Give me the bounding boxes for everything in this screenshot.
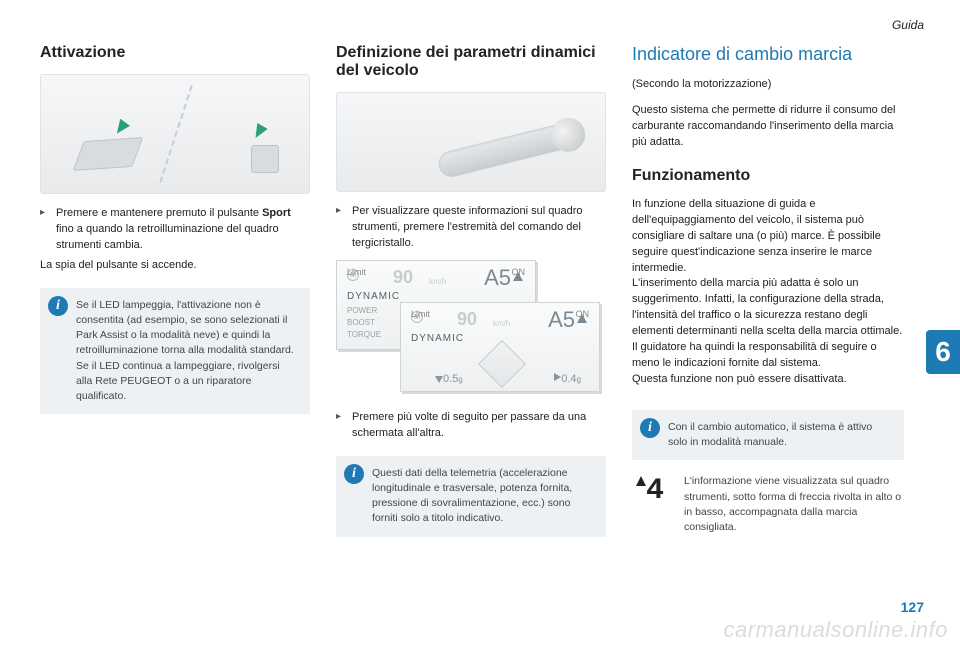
- info-icon: i: [48, 296, 68, 316]
- list-item: Premere e mantenere premuto il pulsante …: [40, 206, 310, 254]
- text: Premere più volte di seguito per passare…: [352, 411, 586, 439]
- sport-button-shape: [73, 137, 144, 171]
- col2-illustration-lever: [336, 92, 606, 192]
- g-num: 0.5: [443, 373, 458, 385]
- gear-indicator-row: 4 L'informazione viene visualizzata sul …: [632, 474, 904, 535]
- text-bold: Sport: [262, 207, 291, 219]
- gear-text: A5: [484, 265, 511, 290]
- limit-label: Limit: [347, 267, 366, 277]
- col3-subtitle: (Secondo la motorizzazione): [632, 77, 904, 93]
- info-callout: i Con il cambio automatico, il sistema è…: [632, 410, 904, 460]
- col1-line2: La spia del pulsante si accende.: [40, 258, 310, 274]
- col3-intro: Questo sistema che permette di ridurre i…: [632, 103, 904, 151]
- arrow-icon: [250, 123, 267, 141]
- col2-title: Definizione dei parametri dinamici del v…: [336, 44, 606, 80]
- column-2: Definizione dei parametri dinamici del v…: [336, 44, 606, 547]
- chapter-badge: 6: [926, 330, 960, 374]
- info-callout: i Se il LED lampeggia, l'attivazione non…: [40, 288, 310, 415]
- arrow-icon: [112, 119, 130, 137]
- wiper-lever-shape: [436, 120, 578, 179]
- kmh-label: km/h: [429, 277, 446, 286]
- text: fino a quando la retroilluminazione del …: [56, 223, 279, 251]
- dash-panels: M 90 km/h Limit ON A5 DYNAMIC POWER BOOS…: [336, 260, 606, 400]
- column-3: Indicatore di cambio marcia (Secondo la …: [632, 44, 904, 535]
- page-number: 127: [901, 599, 924, 615]
- dynamic-label: DYNAMIC: [347, 291, 400, 302]
- g-num: 0.4: [561, 373, 576, 385]
- gear-note: L'informazione viene visualizzata sul qu…: [684, 474, 904, 535]
- col1-title: Attivazione: [40, 44, 310, 62]
- info-icon: i: [344, 464, 364, 484]
- g-suffix: g: [577, 375, 581, 384]
- dash-panel-front: M 90 km/h Limit ON A5 DYNAMIC 0.5g 0.4g: [400, 302, 600, 392]
- header-section: Guida: [892, 18, 924, 32]
- col2-list-2: Premere più volte di seguito per passare…: [336, 410, 606, 442]
- aux-button-shape: [251, 145, 279, 173]
- info-icon: i: [640, 418, 660, 438]
- bars-labels: POWER BOOST TORQUE: [347, 305, 381, 341]
- kmh-label: km/h: [493, 319, 510, 328]
- col1-illustration: [40, 74, 310, 194]
- gear-indicator: A5: [484, 265, 523, 291]
- text: Per visualizzare queste informazioni sul…: [352, 205, 583, 249]
- dashed-divider: [159, 85, 192, 183]
- callout-text: Se il LED lampeggia, l'attivazione non è…: [76, 298, 298, 405]
- callout-text: Con il cambio automatico, il sistema è a…: [668, 420, 892, 450]
- col3-h2: Funzionamento: [632, 167, 904, 185]
- text: Premere e mantenere premuto il pulsante: [56, 207, 262, 219]
- up-triangle-icon: [577, 314, 587, 323]
- col3-title: Indicatore di cambio marcia: [632, 44, 904, 65]
- dynamic-label: DYNAMIC: [411, 333, 464, 344]
- gear-shift-icon: 4: [632, 474, 672, 508]
- bar-label: POWER: [347, 305, 381, 317]
- watermark: carmanualsonline.info: [723, 617, 948, 643]
- g-diamond: [478, 340, 526, 388]
- col3-body: In funzione della situazione di guida e …: [632, 197, 904, 388]
- info-callout: i Questi dati della telemetria (accelera…: [336, 456, 606, 537]
- gear-text: A5: [548, 307, 575, 332]
- g-suffix: g: [458, 375, 462, 384]
- g-value-left: 0.5g: [435, 373, 463, 385]
- callout-text: Questi dati della telemetria (accelerazi…: [372, 466, 594, 527]
- gear-indicator: A5: [548, 307, 587, 333]
- list-item: Premere più volte di seguito per passare…: [336, 410, 606, 442]
- bar-label: BOOST: [347, 317, 381, 329]
- gear-digit: 4: [646, 474, 662, 508]
- limit-label: Limit: [411, 309, 430, 319]
- bar-label: TORQUE: [347, 329, 381, 341]
- down-arrow-icon: [435, 376, 443, 383]
- col1-list: Premere e mantenere premuto il pulsante …: [40, 206, 310, 254]
- column-1: Attivazione Premere e mantenere premuto …: [40, 44, 310, 424]
- list-item: Per visualizzare queste informazioni sul…: [336, 204, 606, 252]
- up-triangle-icon: [513, 272, 523, 281]
- col2-list: Per visualizzare queste informazioni sul…: [336, 204, 606, 252]
- up-arrow-icon: [636, 476, 646, 486]
- page: Guida Attivazione Premere e mantenere pr…: [0, 0, 960, 649]
- g-value-right: 0.4g: [554, 373, 581, 385]
